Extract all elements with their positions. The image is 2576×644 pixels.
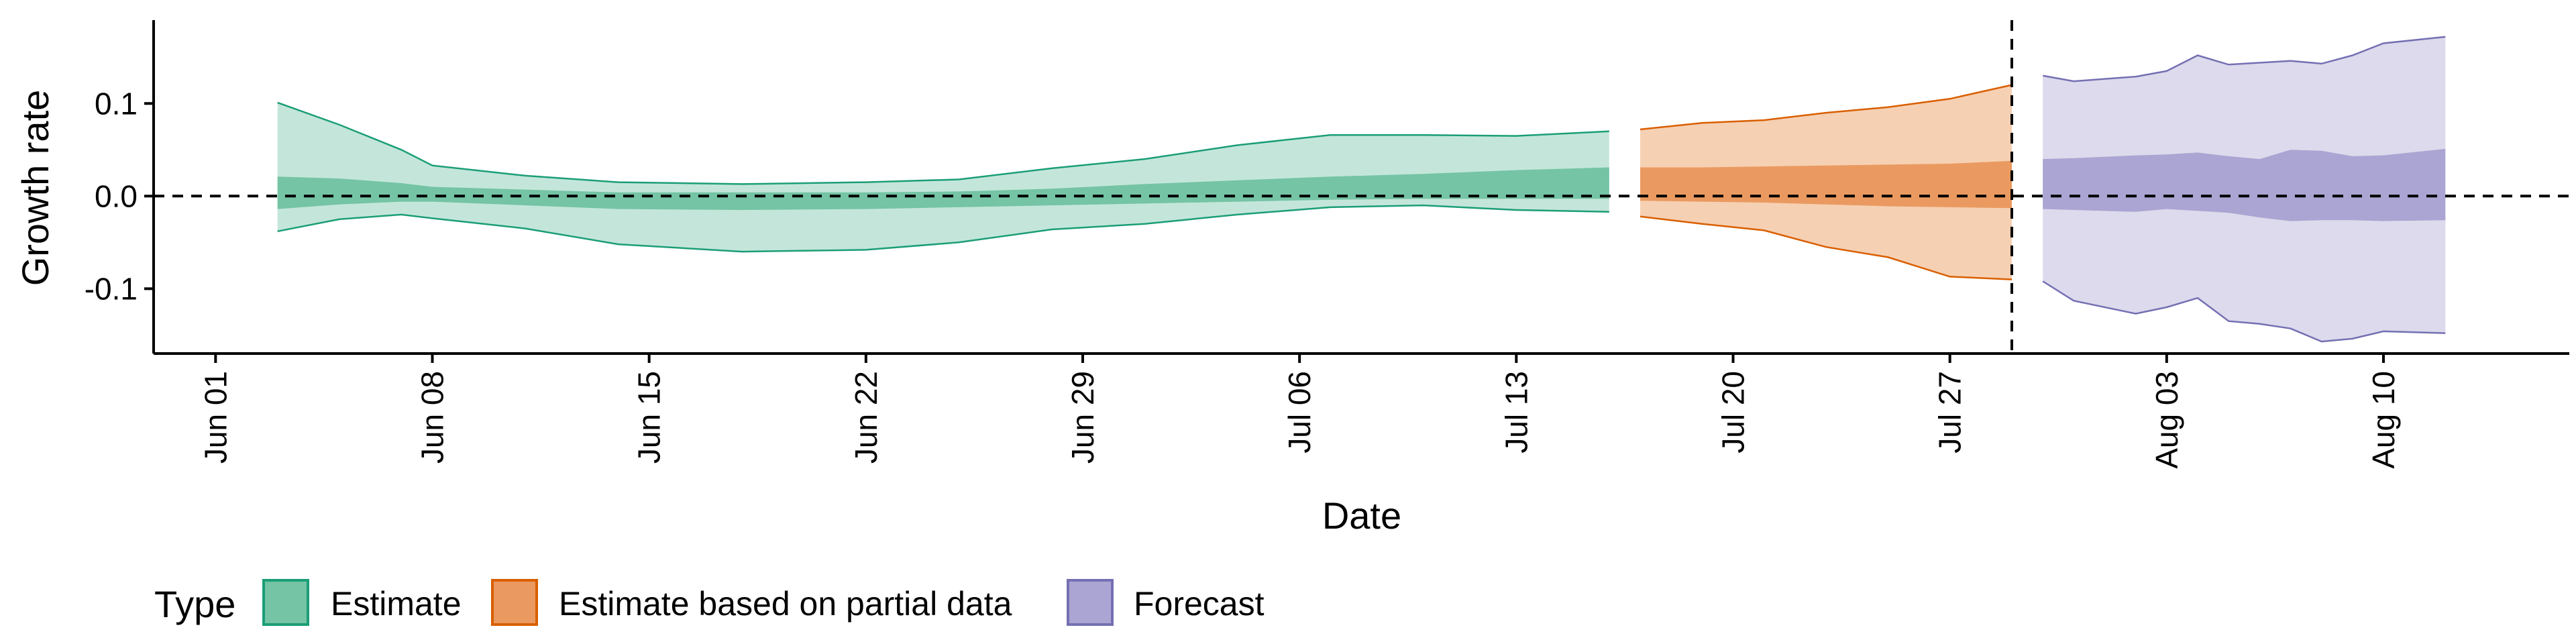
band-50-estimate — [277, 167, 1609, 210]
upper-edge-estimate — [277, 101, 1609, 185]
legend-label: Forecast — [1134, 585, 1265, 623]
lower-edge-forecast — [2042, 280, 2446, 343]
series-estimate-based-on-partial-data — [1640, 84, 2012, 280]
x-tick-label: Aug 03 — [2149, 371, 2184, 469]
legend-title: Type — [154, 583, 235, 625]
x-tick-label: Jul 13 — [1499, 371, 1534, 453]
x-tick-label: Jun 22 — [849, 371, 883, 464]
band-layer — [277, 36, 2446, 343]
y-axis-title: Growth rate — [14, 90, 56, 286]
x-tick-label: Jun 01 — [198, 371, 233, 464]
legend-swatch — [491, 579, 538, 626]
x-tick-label: Jun 29 — [1065, 371, 1100, 464]
band-50-estimate-based-on-partial-data — [1640, 160, 2012, 209]
series-estimate — [277, 101, 1609, 253]
y-tick-label: 0.0 — [95, 178, 138, 213]
lower-edge-estimate-based-on-partial-data — [1640, 215, 2012, 280]
legend-label: Estimate based on partial data — [559, 585, 1012, 623]
y-tick-label: -0.1 — [85, 271, 138, 306]
x-tick-label: Aug 10 — [2366, 371, 2401, 469]
legend-swatch — [262, 579, 309, 626]
legend: Type Estimate Estimate based on partial d… — [154, 579, 1265, 626]
x-tick-label: Jul 27 — [1933, 371, 1968, 453]
x-tick-label: Jun 08 — [415, 371, 450, 464]
reference-lines — [154, 20, 2569, 354]
band-90-estimate — [277, 102, 1609, 252]
x-tick-label: Jul 06 — [1282, 371, 1317, 453]
upper-edge-forecast — [2042, 36, 2446, 83]
x-tick-label: Jun 15 — [632, 371, 667, 464]
x-axis-title: Date — [1322, 494, 1401, 537]
axes: 0.1 0.0 -0.1 Jun 01 Jun 08 Jun 15 Jun 22 Jun 29… — [85, 20, 2569, 469]
series-forecast — [2042, 36, 2446, 343]
legend-label: Estimate — [331, 585, 462, 623]
lower-edge-estimate — [277, 204, 1609, 253]
legend-swatch — [1067, 579, 1114, 626]
x-tick-label: Jul 20 — [1716, 371, 1751, 453]
band-50-forecast — [2043, 148, 2446, 221]
upper-edge-estimate-based-on-partial-data — [1640, 84, 2012, 131]
y-tick-label: 0.1 — [95, 86, 138, 121]
